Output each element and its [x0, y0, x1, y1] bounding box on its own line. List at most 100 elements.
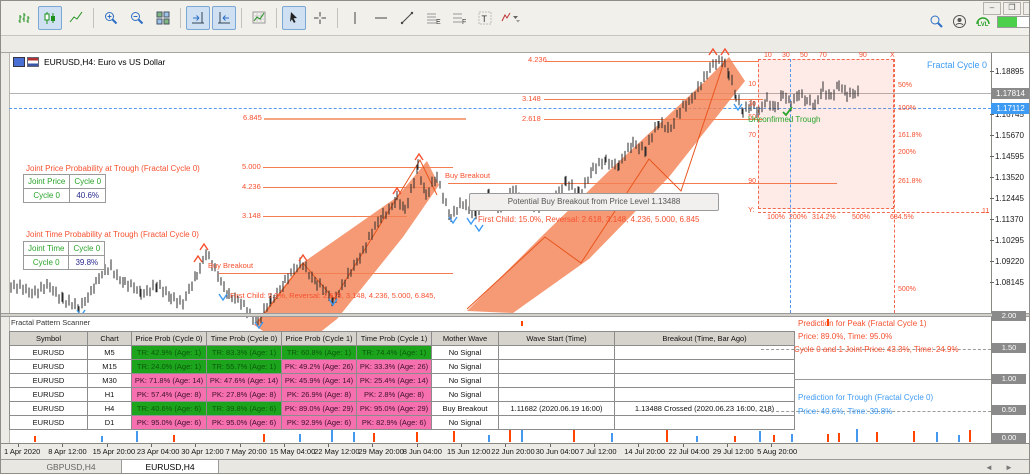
- signal-bar-blue: [759, 431, 761, 442]
- sub-axis-badge: 0.00: [992, 433, 1026, 443]
- scanner-cell: [614, 345, 795, 360]
- prediction-trough-title: Prediction for Trough (Fractal Cycle 0): [798, 393, 934, 402]
- scanner-cell: [498, 345, 615, 360]
- price-axis-tick: [990, 156, 994, 157]
- fibo-retracement-button[interactable]: E: [421, 6, 445, 30]
- time-axis-label: 5 Aug 20:00: [757, 447, 798, 456]
- vertical-line-button[interactable]: [343, 6, 367, 30]
- tab-scroll-right[interactable]: ►: [1005, 463, 1013, 472]
- price-axis-label: 1.09220: [995, 257, 1024, 266]
- prob-time-scale-label: X: [890, 52, 895, 59]
- restore-button[interactable]: ❐: [1003, 2, 1021, 15]
- scanner-column-header[interactable]: Mother Wave: [431, 331, 499, 346]
- line-chart-button[interactable]: [64, 6, 88, 30]
- chart-window-border: [1, 52, 1029, 53]
- text-label-button[interactable]: T: [473, 6, 497, 30]
- time-axis-tick: [328, 444, 330, 447]
- scanner-cell: M15: [87, 359, 132, 374]
- prob-time-scale-label: 90: [859, 52, 867, 59]
- trendline-button[interactable]: [395, 6, 419, 30]
- chart-type-icon: [13, 57, 25, 67]
- signal-bar-orange: [416, 432, 418, 442]
- signal-bar-orange: [838, 433, 840, 442]
- scanner-column-header[interactable]: Symbol: [9, 331, 88, 346]
- time-axis-tick: [461, 444, 462, 447]
- bar-chart-button[interactable]: [12, 6, 36, 30]
- scanner-row-m30[interactable]: EURUSD M30 PK: 71.8% (Age: 14) PK: 47.6% (A…: [9, 373, 795, 388]
- tab-scroll-left[interactable]: ◄: [985, 463, 993, 472]
- fib-extension-label: 200%: [898, 149, 916, 156]
- account-icon[interactable]: [952, 14, 967, 29]
- tab-eurusd-h4[interactable]: EURUSD,H4: [121, 460, 219, 473]
- indicator-name-label: Fractal Pattern Scanner: [11, 318, 91, 327]
- zoom-out-button[interactable]: [125, 6, 149, 30]
- time-axis-label: 22 Jul 04:00: [668, 447, 710, 456]
- scanner-cell: PK: 71.8% (Age: 14): [131, 373, 207, 388]
- subwindow-separator[interactable]: [1, 313, 1029, 317]
- scanner-column-header[interactable]: Breakout (Time, Bar Ago): [614, 331, 795, 346]
- scanner-row-d1[interactable]: EURUSD D1 PK: 95.0% (Age: 6) PK: 95.0% (Age…: [9, 415, 795, 430]
- price-axis-tick: [990, 282, 994, 283]
- crosshair-button[interactable]: [308, 6, 332, 30]
- price-axis-tick: [990, 135, 994, 136]
- time-axis-label: 7 Jul 12:00: [579, 447, 617, 456]
- arrows-button[interactable]: [499, 6, 523, 30]
- prediction-peak-values: Price: 89.0%, Time: 95.0%: [798, 332, 893, 341]
- scanner-row-h1[interactable]: EURUSD H1 PK: 57.4% (Age: 8) PK: 27.8% (Age…: [9, 387, 795, 402]
- signal-bar-orange: [263, 434, 265, 442]
- time-axis-label: 23 Apr 04:00: [136, 447, 180, 456]
- scanner-row-h4[interactable]: EURUSD H4 TR: 40.6% (Age: 6) TR: 39.8% (Age…: [9, 401, 795, 416]
- prob-price-scale-label: 30: [748, 101, 756, 108]
- search-icon[interactable]: [929, 14, 944, 29]
- signal-bar-orange: [827, 434, 829, 442]
- fractal-cycle-label: Fractal Cycle 0: [926, 60, 987, 70]
- time-axis-tick: [18, 444, 19, 447]
- signal-level-icon[interactable]: LVL: [975, 16, 991, 28]
- sub-axis-badge: 1.00: [992, 374, 1026, 384]
- scanner-column-header[interactable]: Chart: [87, 331, 132, 346]
- scanner-cell: PK: 33.3% (Age: 26): [356, 359, 432, 374]
- joint-price-table: Joint Price Cycle 0 Cycle 0 40.6%: [22, 174, 107, 203]
- scanner-column-header[interactable]: Price Prob (Cycle 0): [131, 331, 207, 346]
- fib-level-line: [263, 167, 453, 168]
- scanner-cell: [498, 415, 615, 430]
- time-axis-label: 8 Apr 12:00: [48, 447, 87, 456]
- auto-scroll-button[interactable]: [186, 6, 210, 30]
- zoom-in-button[interactable]: [99, 6, 123, 30]
- scanner-cell: PK: 2.8% (Age: 8): [356, 387, 432, 402]
- breakout-tooltip: Potential Buy Breakout from Price Level …: [469, 193, 719, 211]
- chart-shift-button[interactable]: [212, 6, 236, 30]
- close-button[interactable]: ×: [1023, 2, 1029, 15]
- scanner-column-header[interactable]: Time Prob (Cycle 1): [356, 331, 432, 346]
- time-axis-tick: [283, 444, 285, 447]
- scanner-cell: PK: 25.4% (Age: 14): [356, 373, 432, 388]
- tile-windows-button[interactable]: [151, 6, 175, 30]
- time-axis-tick: [682, 444, 684, 447]
- scanner-cell: PK: 95.0% (Age: 6): [206, 415, 282, 430]
- fibo-expansion-button[interactable]: F: [447, 6, 471, 30]
- cursor-button[interactable]: [282, 6, 306, 30]
- scanner-column-header[interactable]: Price Prob (Cycle 1): [281, 331, 357, 346]
- indicators-button[interactable]: [247, 6, 271, 30]
- scanner-cell: PK: 89.0% (Age: 29): [281, 401, 357, 416]
- scanner-column-header[interactable]: Wave Start (Time): [498, 331, 615, 346]
- candlestick-chart-button[interactable]: [38, 6, 62, 30]
- scanner-cell: No Signal: [431, 345, 499, 360]
- minimize-button[interactable]: –: [983, 2, 1001, 15]
- time-axis[interactable]: 1 Apr 2020 8 Apr 12:00 15 Apr 20:00 23 Apr …: [1, 444, 1029, 459]
- scanner-row-m5[interactable]: EURUSD M5 TR: 42.9% (Age: 1) TR: 83.3% (Age…: [9, 345, 795, 360]
- breakout-level-line: [219, 273, 453, 274]
- signal-bar-orange: [173, 435, 175, 442]
- scanner-column-header[interactable]: Time Prob (Cycle 0): [206, 331, 282, 346]
- signal-bar-orange: [876, 432, 878, 442]
- scanner-cell: H1: [87, 387, 132, 402]
- joint-time-title: Joint Time Probability at Trough (Fracta…: [26, 230, 199, 239]
- horizontal-line-button[interactable]: [369, 6, 393, 30]
- trough-level-dashed-line: [761, 411, 991, 412]
- price-axis-tick: [990, 177, 994, 178]
- time-axis-label: 7 May 20:00: [225, 447, 267, 456]
- fib-level-label: 5.000: [242, 162, 261, 171]
- tab-gbpusd-h4[interactable]: GBPUSD,H4: [46, 462, 96, 472]
- price-axis-tick: [990, 71, 994, 72]
- scanner-row-m15[interactable]: EURUSD M15 TR: 24.0% (Age: 1) TR: 55.7% (Ag…: [9, 359, 795, 374]
